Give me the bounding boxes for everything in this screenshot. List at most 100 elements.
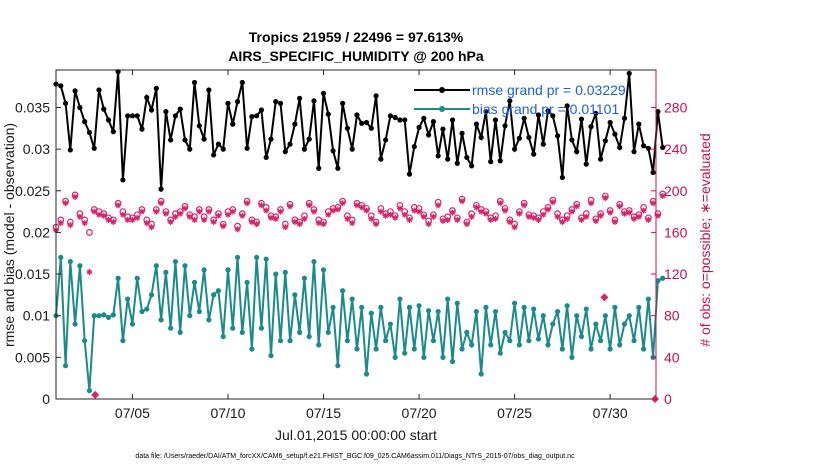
count-evaluated-marker [191, 216, 198, 223]
bias-point [478, 371, 484, 377]
rmse-point [354, 112, 360, 118]
legend-bias-label: bias grand pr = 0.01101 [472, 101, 619, 117]
y-tick-label-right: 40 [664, 349, 680, 365]
bias-point [593, 321, 599, 327]
count-evaluated-stroke [96, 212, 102, 218]
bias-point [191, 279, 198, 285]
bias-point [297, 329, 303, 335]
count-evaluated-stroke [526, 214, 532, 220]
bias-point [115, 275, 121, 281]
rmse-point [473, 121, 479, 127]
count-evaluated-stroke [359, 204, 365, 210]
rmse-point [502, 123, 508, 129]
rmse-point [125, 113, 131, 119]
rmse-point [158, 186, 164, 192]
rmse-point [435, 153, 441, 159]
bias-point [540, 313, 546, 319]
chart-title-line2: AIRS_SPECIFIC_HUMIDITY @ 200 hPa [228, 48, 484, 64]
rmse-point [383, 137, 389, 143]
bias-point [440, 354, 446, 360]
count-evaluated-marker [631, 215, 638, 222]
bias-point [492, 308, 499, 315]
x-axis-label: Jul.01,2015 00:00:00 start [275, 427, 437, 443]
count-evaluated-stroke [149, 224, 155, 230]
count-evaluated-marker [301, 215, 308, 222]
count-evaluated-stroke [492, 216, 499, 222]
count-evaluated-stroke [153, 209, 159, 215]
count-evaluated-marker [172, 213, 179, 220]
count-evaluated-marker [158, 200, 165, 207]
count-evaluated-marker [511, 224, 518, 231]
count-evaluated-marker [592, 217, 599, 224]
bias-point [597, 338, 604, 344]
count-evaluated-stroke [449, 210, 456, 216]
count-evaluated-marker [540, 211, 547, 218]
y-tick-label-left: 0.005 [15, 349, 50, 365]
x-tick-label: 07/30 [593, 405, 628, 421]
bias-point [249, 346, 255, 352]
rmse-point [211, 152, 217, 158]
rmse-point [640, 143, 647, 149]
y-tick-label-left: 0.02 [23, 224, 50, 240]
rmse-point [583, 161, 589, 167]
bias-point [483, 304, 489, 310]
bias-point [363, 371, 370, 377]
footer-data-file: data file: /Users/raeder/DAI/ATM_forcXX/… [135, 453, 575, 460]
count-evaluated-marker [588, 200, 595, 207]
count-evaluated-stroke [478, 209, 484, 215]
rmse-point [287, 141, 293, 147]
count-evaluated-stroke [617, 203, 623, 209]
count-evaluated-stroke [320, 221, 327, 227]
rmse-point [545, 108, 551, 114]
bias-point [201, 267, 207, 273]
count-evaluated-stroke [311, 209, 317, 215]
rmse-point [134, 113, 140, 119]
rmse-point [392, 114, 398, 121]
bias-point [301, 275, 308, 281]
bias-point [58, 254, 64, 261]
rmse-point [397, 117, 403, 123]
count-evaluated-stroke [564, 216, 570, 222]
bias-point [177, 329, 183, 335]
count-evaluated-marker [506, 219, 513, 226]
count-evaluated-marker [315, 220, 322, 227]
count-evaluated-marker [382, 212, 389, 219]
rmse-point [82, 119, 88, 125]
count-evaluated-marker [626, 209, 633, 216]
count-evaluated-marker [330, 207, 337, 214]
bias-point [77, 263, 83, 269]
y-axis-label-right: # of obs: o=possible; ∗=evaluated [697, 133, 713, 346]
bias-point [550, 321, 556, 327]
x-tick-label: 07/20 [402, 405, 437, 421]
rmse-point [220, 146, 226, 152]
bias-point [282, 269, 288, 275]
count-evaluated-marker [530, 214, 537, 221]
rmse-point [201, 136, 207, 142]
count-evaluated-stroke [287, 203, 293, 209]
y-tick-label-right: 240 [664, 141, 688, 157]
y-tick-label-left: 0.01 [23, 308, 50, 324]
bias-point [105, 314, 112, 320]
bias-point [340, 288, 346, 294]
count-evaluated-marker [57, 220, 64, 227]
count-evaluated-marker [138, 208, 145, 215]
rmse-point [421, 115, 427, 121]
rmse-point [621, 115, 628, 121]
bias-point [225, 267, 231, 273]
y-axis-label-left: rmse and bias (model - observation) [1, 123, 17, 347]
rmse-point [363, 119, 370, 126]
rmse-point [96, 87, 102, 93]
count-evaluated-stroke [602, 195, 608, 201]
count-evaluated-stroke [158, 200, 164, 206]
count-evaluated-stroke [368, 216, 374, 222]
rmse-point [550, 113, 556, 119]
count-evaluated-stroke [301, 216, 307, 222]
rmse-point [215, 141, 222, 147]
rmse-point [488, 159, 494, 165]
bias-point [349, 296, 355, 302]
bias-point [449, 358, 456, 365]
rmse-point [650, 169, 656, 176]
count-evaluated-stroke [416, 209, 422, 215]
count-evaluated-stroke [206, 209, 212, 215]
rmse-point [330, 148, 336, 154]
